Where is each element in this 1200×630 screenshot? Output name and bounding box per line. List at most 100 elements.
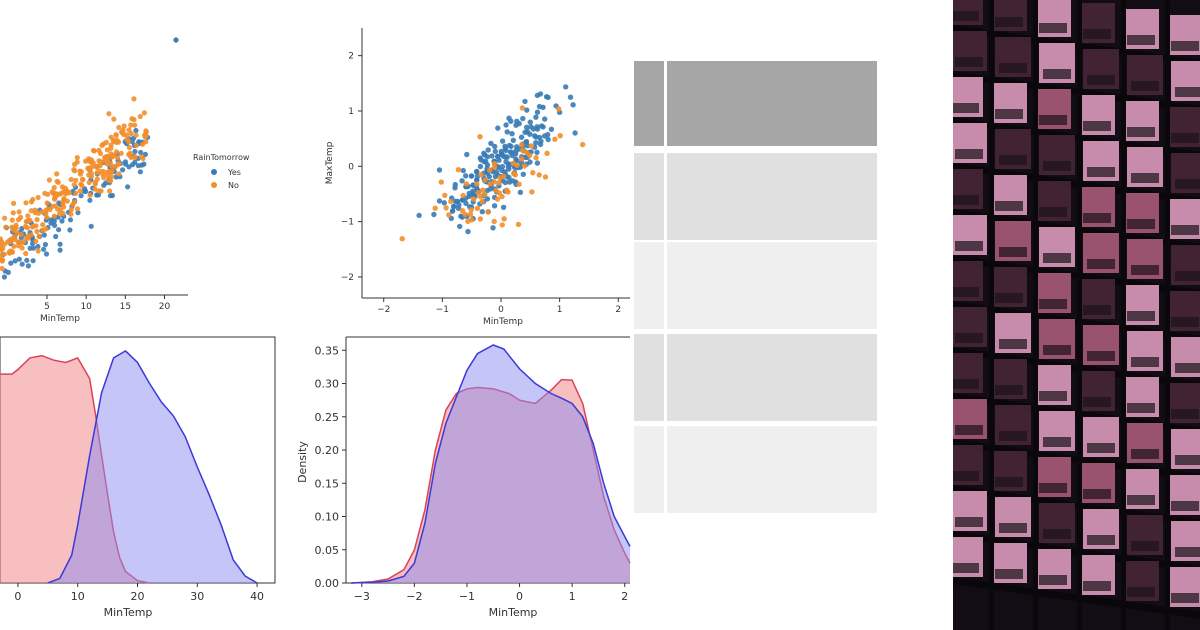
scatter1-point-yes (78, 193, 84, 199)
scatter1-point-no (92, 186, 98, 192)
scatter2-point-yes (540, 124, 546, 130)
legend-title: RainTomorrow (193, 153, 250, 162)
scatter2-point-yes (489, 153, 495, 159)
scatter1-point-no (72, 199, 78, 205)
scatter1-point-no (97, 168, 103, 174)
scatter2-point-no (501, 173, 507, 179)
scatter1-point-no (68, 176, 74, 183)
scatter2-point-no (463, 181, 470, 187)
scatter1-point-no (141, 110, 147, 116)
scatter1-point-no (133, 132, 139, 138)
scatter2-point-yes (517, 189, 524, 195)
scatter1-point-no (131, 96, 137, 102)
scatter1-point-no (51, 213, 58, 219)
scatter1-point-no (71, 182, 77, 188)
scatter2-point-yes (495, 125, 501, 131)
scatter2-point-yes (545, 136, 551, 143)
scatter1-point-no (0, 258, 5, 264)
scatter1-point-no (77, 188, 83, 194)
scatter1-point-yes (42, 241, 49, 248)
scatter1-x-tick-label: 20 (159, 302, 171, 312)
scatter1-point-yes (101, 182, 107, 188)
photo-furniture (953, 287, 979, 297)
scatter1-point-no (107, 160, 113, 166)
scatter1-point-yes (95, 192, 102, 198)
photo-furniture (1171, 225, 1199, 235)
table-cell (667, 426, 877, 513)
scatter1-point-no (131, 117, 137, 123)
scatter1-point-no (7, 239, 13, 245)
scatter1-point-no (78, 169, 84, 175)
photo-furniture (1171, 501, 1199, 511)
scatter1-point-no (36, 233, 42, 239)
scatter1-point-no (86, 179, 92, 186)
scatter1-point-no (49, 189, 55, 195)
scatter2-point-no (399, 236, 405, 242)
scatter1-point-no (1, 251, 7, 257)
photo-furniture (995, 109, 1023, 119)
scatter1-point-no (54, 192, 60, 198)
scatter2-point-no (510, 160, 516, 167)
scatter1-point-yes (41, 232, 47, 238)
scatter2-point-yes (516, 120, 522, 127)
scatter1-point-yes (67, 227, 73, 233)
kde2-y-tick-label: 0.30 (315, 378, 340, 391)
scatter1-point-no (66, 190, 72, 196)
photo-furniture (1127, 587, 1155, 597)
photo-furniture (1131, 541, 1159, 551)
scatter1-point-no (64, 198, 70, 204)
scatter1-point-no (113, 132, 119, 138)
scatter1-point-yes (59, 218, 65, 224)
scatter2-point-yes (484, 196, 491, 202)
scatter1-point-yes (133, 127, 139, 134)
scatter2-point-yes (506, 166, 512, 172)
scatter1-point-no (9, 248, 15, 254)
scatter1-point-no (23, 250, 29, 257)
scatter1-point-no (111, 116, 117, 122)
scatter2-point-no (475, 190, 482, 196)
scatter1-point-yes (138, 149, 144, 156)
photo-furniture (1087, 535, 1115, 545)
scatter2-point-yes (536, 134, 543, 141)
scatter2-point-yes (506, 174, 512, 181)
scatter2-point-yes (436, 167, 443, 173)
photo-furniture (1171, 593, 1199, 603)
scatter2-point-yes (502, 143, 508, 149)
photo-furniture (1175, 363, 1200, 373)
scatter1-point-no (62, 185, 69, 191)
scatter1-point-no (30, 196, 36, 203)
scatter2-point-yes (431, 211, 437, 218)
scatter2-point-yes (459, 178, 465, 184)
kde2-x-tick-label: 0 (516, 590, 523, 603)
scatter2-point-no (491, 179, 498, 185)
scatter2-point-yes (479, 209, 485, 215)
scatter1-point-no (103, 139, 109, 145)
photo-furniture (1039, 299, 1067, 309)
scatter2-point-yes (567, 94, 574, 100)
scatter2-point-yes (534, 149, 540, 155)
scatter2-x-label: MinTemp (483, 317, 523, 327)
scatter2-point-no (557, 133, 563, 139)
photo-furniture (1171, 133, 1199, 143)
scatter1-point-yes (1, 274, 7, 280)
scatter1-x-tick-label: 5 (44, 302, 50, 312)
photo-furniture (1087, 75, 1115, 85)
scatter1-point-yes (87, 197, 93, 203)
scatter1-point-no (25, 213, 31, 219)
scatter2-point-no (482, 192, 488, 198)
scatter1-point-no (85, 165, 91, 171)
scatter2-point-yes (510, 137, 516, 143)
photo-furniture (1127, 127, 1155, 137)
photo-furniture (995, 477, 1023, 487)
photo-furniture (999, 339, 1027, 349)
scatter2-point-yes (505, 161, 512, 167)
scatter1-point-no (96, 158, 102, 164)
scatter1-point-no (54, 171, 60, 177)
scatter2-point-yes (471, 192, 477, 198)
photo-furniture (1043, 161, 1071, 171)
scatter1-point-no (28, 208, 34, 214)
scatter1-point-no (10, 210, 16, 216)
scatter2-point-yes (436, 198, 443, 204)
table-cell (667, 61, 877, 146)
kde2-y-tick-label: 0.35 (315, 344, 340, 357)
